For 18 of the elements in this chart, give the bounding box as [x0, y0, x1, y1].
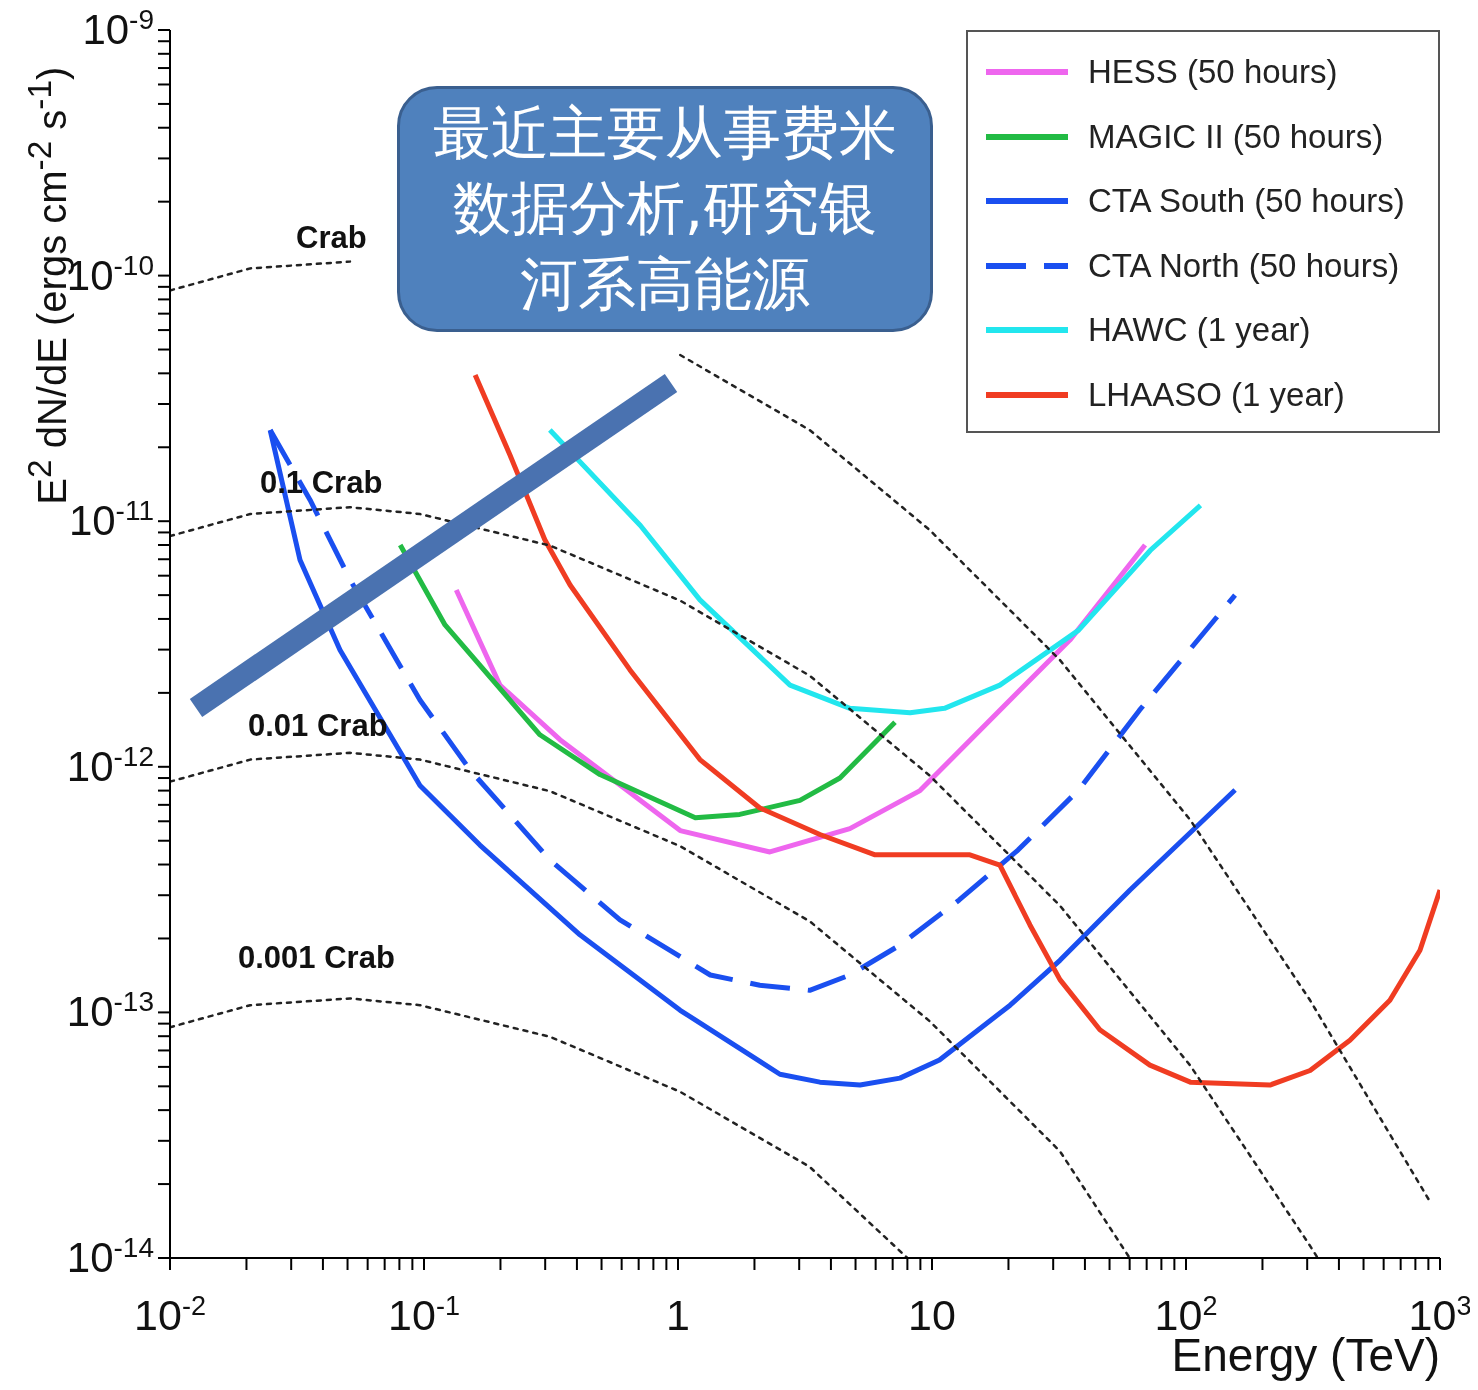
- legend-label: MAGIC II (50 hours): [1088, 117, 1384, 156]
- x-tick-label: 10: [908, 1291, 956, 1339]
- annotation: 0.001 Crab: [238, 940, 395, 976]
- y-tick-label: 10$^{-11}$: [68, 494, 154, 545]
- y-tick-label: 10$^{-13}$: [66, 985, 154, 1036]
- x-tick-label: 10$^{-2}$: [134, 1291, 206, 1339]
- legend-label: HESS (50 hours): [1088, 53, 1338, 92]
- legend-label: CTA South (50 hours): [1088, 182, 1405, 221]
- y-tick-label: 10$^{-12}$: [66, 740, 154, 790]
- legend-label: LHAASO (1 year): [1088, 375, 1345, 414]
- annotation: 最近主要从事费米数据分析,研究银河系高能源: [432, 97, 898, 320]
- legend-label: CTA North (50 hours): [1088, 246, 1400, 285]
- x-tick-label: 1: [666, 1291, 690, 1339]
- legend-label: HAWC (1 year): [1088, 311, 1311, 350]
- x-tick-label: 10$^{-1}$: [388, 1291, 460, 1339]
- y-tick-label: 10$^{-9}$: [82, 3, 154, 53]
- y-tick-label: 10$^{-14}$: [66, 1231, 154, 1281]
- annotation: Crab: [296, 220, 367, 256]
